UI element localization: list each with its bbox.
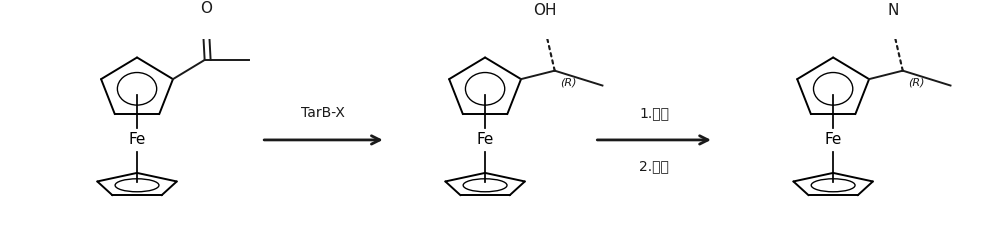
Text: O: O <box>200 1 212 16</box>
Text: OH: OH <box>533 3 557 18</box>
Text: 1.酵化: 1.酵化 <box>639 106 669 120</box>
Text: (R): (R) <box>908 77 924 87</box>
Text: 2.胺化: 2.胺化 <box>639 159 669 173</box>
Text: Fe: Fe <box>476 132 494 147</box>
Text: N: N <box>887 3 898 18</box>
Text: Fe: Fe <box>128 132 146 147</box>
Text: (R): (R) <box>560 77 576 87</box>
Text: TarB-X: TarB-X <box>301 106 345 120</box>
Text: Fe: Fe <box>824 132 842 147</box>
